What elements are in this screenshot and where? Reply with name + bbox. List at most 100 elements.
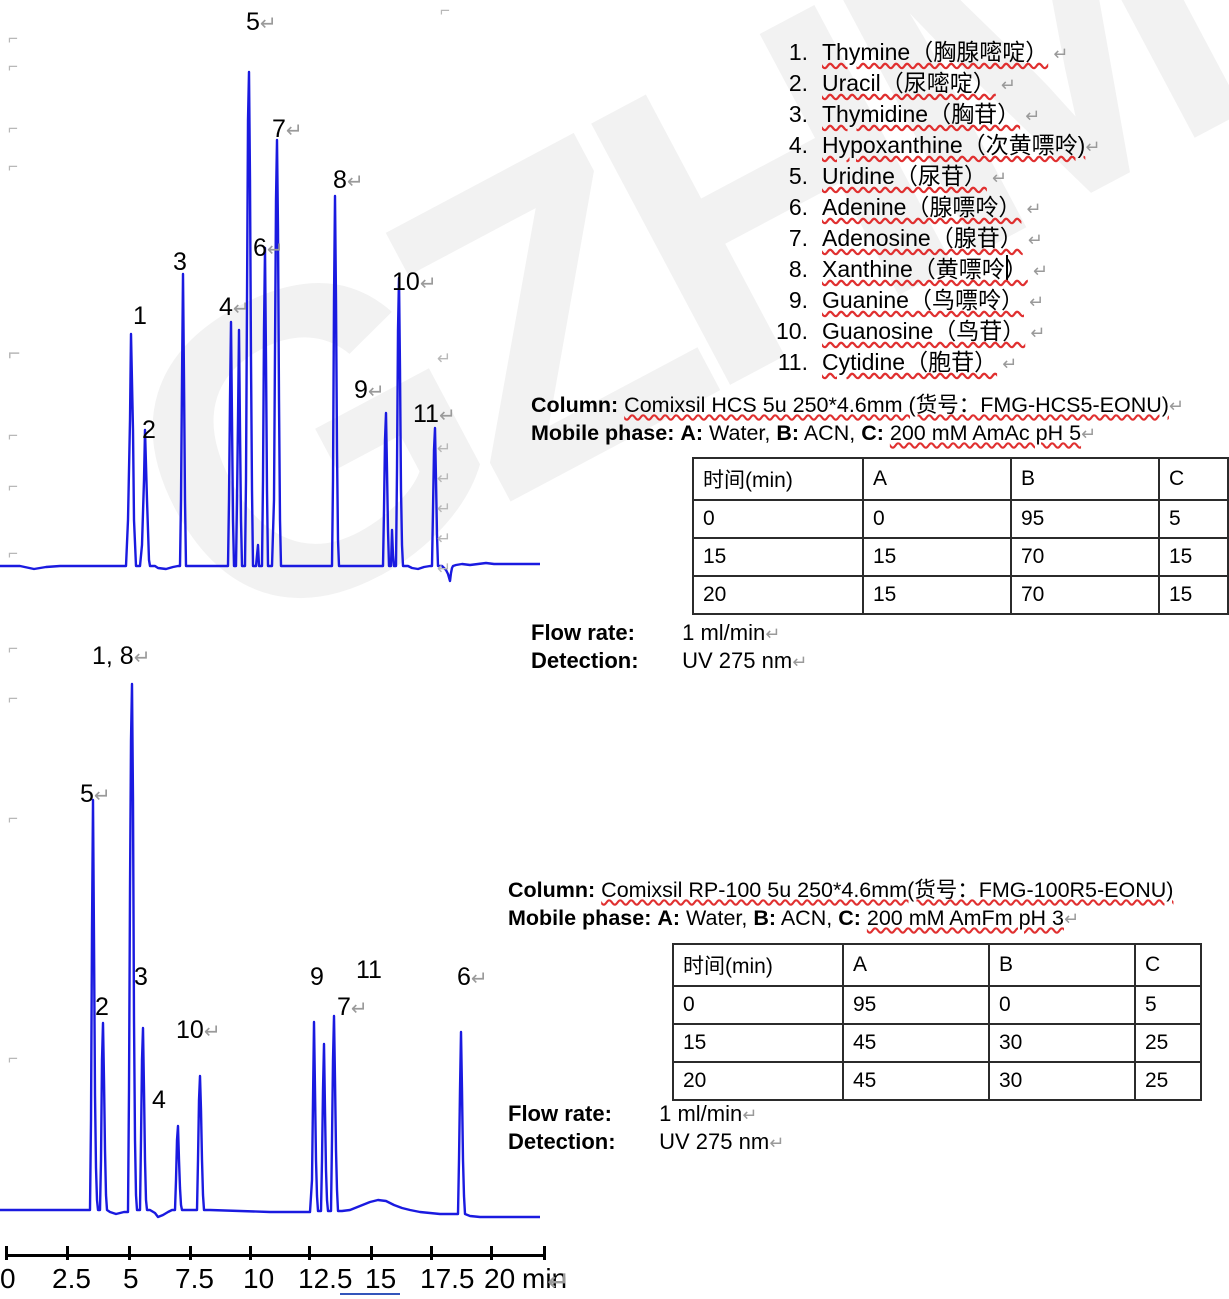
table-header-cell: 时间(min) bbox=[692, 457, 864, 501]
peak-label-6: 6↵ bbox=[253, 234, 284, 262]
list-item-number: 11. bbox=[777, 349, 808, 375]
table-cell: 15 bbox=[862, 575, 1012, 615]
paragraph-mark: ⌐ bbox=[8, 426, 18, 445]
flow-rate-label: Flow rate: bbox=[531, 620, 635, 645]
flow-rate-value: 1 ml/min bbox=[682, 620, 766, 645]
list-item: 9. Guanine（鸟嘌呤） ↵ bbox=[762, 281, 1100, 313]
list-item-label: Xanthine（黄嘌呤） bbox=[822, 256, 1028, 282]
paragraph-mark: ↵ bbox=[437, 529, 452, 548]
paragraph-mark: ↵ bbox=[437, 349, 452, 368]
column-label: Column: bbox=[508, 878, 596, 902]
solvent-c-value: 200 mM AmFm pH 3 bbox=[866, 906, 1064, 930]
paragraph-mark: ↵ bbox=[997, 354, 1018, 374]
list-item: 7. Adenosine（腺苷） ↵ bbox=[762, 219, 1100, 251]
detection-value: UV 275 nm bbox=[682, 648, 793, 673]
table-header-row: 时间(min) A B C bbox=[692, 457, 1229, 501]
table-cell: 70 bbox=[1010, 537, 1160, 577]
gradient-table-bottom: 时间(min) A B C 0 95 0 5 15 45 30 25 20 45… bbox=[672, 943, 1202, 1101]
solvent-c-value: 200 mM AmAc pH 5 bbox=[889, 421, 1082, 445]
mobile-phase-label: Mobile phase: bbox=[531, 421, 675, 445]
flow-rate-value: 1 ml/min bbox=[659, 1101, 743, 1126]
method-bottom-detection-row: Detection: UV 275 nm↵ bbox=[508, 1126, 784, 1159]
axis-tick bbox=[370, 1246, 373, 1260]
peak-label-3: 3 bbox=[134, 963, 148, 991]
column-label: Column: bbox=[531, 393, 619, 417]
compound-legend-list: 1. Thymine（胸腺嘧啶） ↵ 2. Uracil（尿嘧啶） ↵ 3. T… bbox=[762, 33, 1101, 375]
peak-label-7: 7↵ bbox=[272, 115, 303, 143]
paragraph-mark: ⌐ bbox=[8, 29, 18, 48]
axis-tick bbox=[430, 1246, 433, 1260]
list-item: 5. Uridine（尿苷） ↵ bbox=[762, 157, 1100, 189]
paragraph-mark: ↵ bbox=[547, 1266, 571, 1297]
table-header-cell: 时间(min) bbox=[672, 943, 844, 987]
axis-tick bbox=[249, 1246, 252, 1260]
paragraph-mark: ↵ bbox=[1020, 106, 1041, 126]
paragraph-mark: ⌐ bbox=[8, 57, 18, 76]
table-cell: 15 bbox=[672, 1023, 844, 1063]
method-top-column-line: Column: Comixsil HCS 5u 250*4.6mm (货号：FM… bbox=[531, 393, 1185, 417]
peak-label-8: 8↵ bbox=[333, 166, 364, 194]
paragraph-mark: ⌐ bbox=[8, 119, 18, 138]
axis-underline bbox=[340, 1293, 400, 1295]
paragraph-mark: ⌐ bbox=[8, 157, 18, 176]
table-row: 20 15 70 15 bbox=[692, 575, 1229, 615]
method-bottom-mobile-line: Mobile phase: A: Water, B: ACN, C: 200 m… bbox=[508, 906, 1080, 930]
method-top-flow-row: Flow rate: 1 ml/min↵ bbox=[531, 617, 780, 650]
axis-tick bbox=[189, 1246, 192, 1260]
list-item-label: Adenosine（腺苷） bbox=[822, 225, 1023, 251]
detection-value: UV 275 nm bbox=[659, 1129, 770, 1154]
table-row: 15 45 30 25 bbox=[672, 1023, 1202, 1063]
solvent-a-value: Water, bbox=[686, 906, 748, 930]
table-cell: 0 bbox=[672, 985, 844, 1025]
list-item-number: 9. bbox=[788, 287, 808, 313]
table-cell: 95 bbox=[842, 985, 990, 1025]
list-item: 3. Thymidine（胸苷） ↵ bbox=[762, 95, 1100, 127]
paragraph-mark: ⌐ bbox=[8, 544, 18, 563]
peak-label-1-8: 1, 8↵ bbox=[92, 642, 151, 670]
peak-label-11: 11 bbox=[356, 956, 382, 984]
paragraph-mark: ⌐ bbox=[8, 809, 18, 828]
list-item-number: 5. bbox=[788, 163, 808, 189]
paragraph-mark: ↵ bbox=[1021, 199, 1042, 219]
list-item-label: Hypoxanthine（次黄嘌呤) bbox=[822, 132, 1086, 158]
paragraph-mark: ↵ bbox=[1085, 137, 1101, 157]
chromatogram-top: 1 2 3 4↵ 5↵ 6↵ 7↵ 8↵ 9↵ 10↵ 11↵ ↵ ↵ ↵ ↵ … bbox=[0, 0, 570, 590]
peak-label-2: 2 bbox=[142, 416, 156, 444]
table-row: 20 45 30 25 bbox=[672, 1061, 1202, 1101]
table-cell: 0 bbox=[692, 499, 864, 539]
method-top-detection-row: Detection: UV 275 nm↵ bbox=[531, 645, 807, 678]
table-cell: 15 bbox=[1158, 575, 1229, 615]
list-item-label: Guanosine（鸟苷） bbox=[822, 318, 1026, 344]
peak-label-10: 10↵ bbox=[392, 268, 437, 296]
x-axis: 0 2.5 5 7.5 10 12.5 15 17.5 20 min ↵ bbox=[0, 1246, 570, 1299]
axis-tick bbox=[490, 1246, 493, 1260]
paragraph-mark: ↵ bbox=[986, 168, 1007, 188]
table-cell: 20 bbox=[692, 575, 864, 615]
paragraph-mark: ⌐ bbox=[8, 689, 18, 708]
table-cell: 0 bbox=[862, 499, 1012, 539]
list-item: 1. Thymine（胸腺嘧啶） ↵ bbox=[762, 33, 1100, 65]
paragraph-mark: ↵ bbox=[437, 559, 452, 578]
detection-label: Detection: bbox=[531, 648, 639, 673]
table-cell: 5 bbox=[1158, 499, 1229, 539]
list-item-label: Uracil（尿嘧啶） bbox=[822, 70, 996, 96]
table-cell: 15 bbox=[862, 537, 1012, 577]
paragraph-mark: ⌐ bbox=[8, 639, 18, 658]
flow-rate-label: Flow rate: bbox=[508, 1101, 612, 1126]
peak-label-10: 10↵ bbox=[176, 1016, 221, 1044]
solvent-a-key: A: bbox=[657, 906, 681, 930]
solvent-b-key: B: bbox=[753, 906, 777, 930]
list-item-label: Uridine（尿苷） bbox=[822, 163, 987, 189]
axis-tick bbox=[543, 1246, 546, 1260]
peak-label-5: 5↵ bbox=[80, 780, 111, 808]
table-header-cell: B bbox=[1010, 457, 1160, 501]
paragraph-mark: ⌐ bbox=[8, 477, 18, 496]
method-bottom-column-line: Column: Comixsil RP-100 5u 250*4.6mm(货号：… bbox=[508, 876, 1173, 904]
axis-tick-label: 2.5 bbox=[52, 1263, 91, 1294]
axis-tick-label: 12.5 bbox=[298, 1263, 353, 1294]
table-cell: 25 bbox=[1134, 1061, 1202, 1101]
list-item-number: 4. bbox=[788, 132, 808, 158]
axis-line bbox=[5, 1254, 545, 1257]
table-row: 0 0 95 5 bbox=[692, 499, 1229, 539]
list-item: 11. Cytidine（胞苷） ↵ bbox=[762, 343, 1100, 375]
